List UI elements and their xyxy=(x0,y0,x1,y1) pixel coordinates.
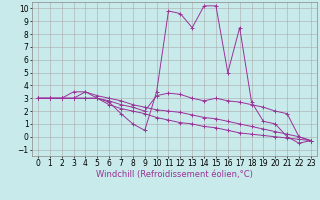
X-axis label: Windchill (Refroidissement éolien,°C): Windchill (Refroidissement éolien,°C) xyxy=(96,170,253,179)
